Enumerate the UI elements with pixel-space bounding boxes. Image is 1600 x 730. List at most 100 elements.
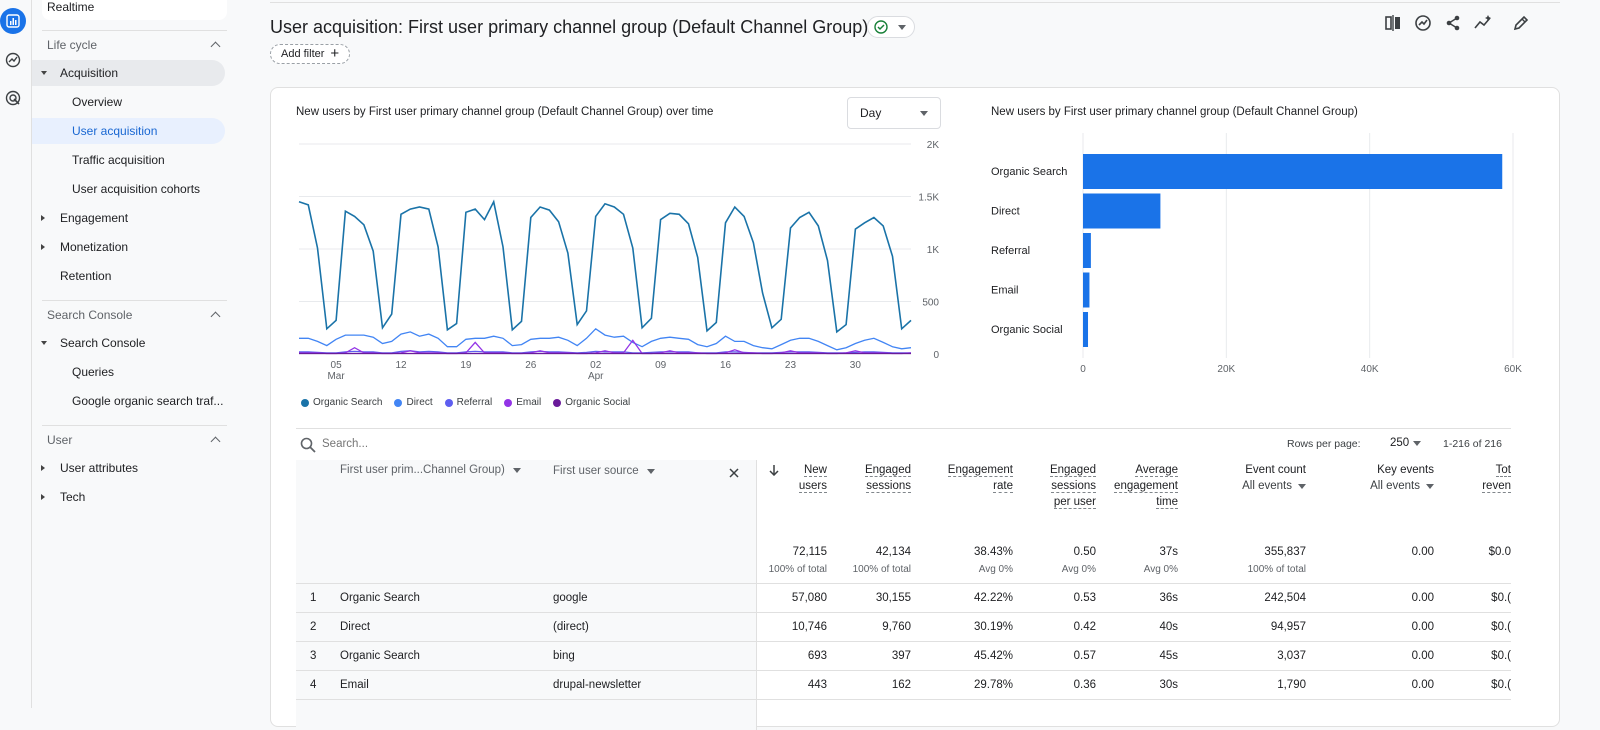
total-subtext: 100% of total (852, 564, 911, 575)
metric-cell: 0.42 (1073, 621, 1096, 633)
source-cell: drupal-newsletter (553, 679, 642, 691)
reports-icon[interactable] (0, 8, 26, 34)
metric-cell: 0.53 (1073, 592, 1096, 604)
legend-item[interactable]: Organic Search (301, 397, 382, 408)
dim1-header[interactable]: First user prim...Channel Group) (340, 464, 521, 476)
metric-column-header[interactable]: Key events All events (1370, 462, 1434, 494)
sidebar-item-acquisition[interactable]: Acquisition (32, 60, 225, 86)
metric-cell: 36s (1159, 592, 1178, 604)
series-line-referral[interactable] (299, 350, 911, 354)
source-cell: google (553, 592, 588, 604)
series-line-organic-search[interactable] (298, 199, 912, 334)
chevron-up-icon (210, 436, 221, 447)
metric-cell: 693 (807, 650, 827, 662)
legend-swatch (553, 398, 562, 407)
bar-organic-social[interactable] (1083, 312, 1089, 347)
metric-header-text: Tot (1495, 464, 1511, 477)
total-value: 38.43% (973, 546, 1013, 558)
bar-category-label: Referral (991, 245, 1030, 257)
sidebar-item-user-acquisition[interactable]: User acquisition (32, 118, 225, 144)
bar-referral[interactable] (1083, 233, 1091, 268)
bar-organic-search[interactable] (1083, 154, 1503, 189)
rows-per-page-select[interactable]: 250 (1390, 437, 1422, 449)
bar-direct[interactable] (1083, 193, 1161, 229)
chevron-up-icon (210, 41, 221, 52)
legend-item[interactable]: Referral (444, 397, 492, 408)
sidebar-item-label: User acquisition cohorts (72, 182, 201, 196)
dim2-header-label: First user source (553, 465, 639, 477)
legend-label: Direct (406, 397, 433, 408)
data-quality-status[interactable] (867, 16, 915, 38)
source-cell: bing (553, 650, 575, 662)
bar-chart: 0 20K 40K 60K Organic Search Direct Referral Em… (991, 133, 1522, 375)
table-row[interactable]: 3 Organic Search bing 693 397 45.42% 0.57 45s 3,… (296, 641, 1511, 670)
sidebar-item-search-console[interactable]: Search Console (32, 330, 225, 356)
sidebar-item-engagement[interactable]: Engagement (32, 205, 225, 231)
compare-icon[interactable] (1384, 14, 1402, 32)
granularity-select[interactable]: Day (847, 97, 941, 129)
section-lifecycle[interactable]: Life cycle (42, 30, 227, 58)
metric-column-header[interactable]: New users (798, 462, 827, 494)
total-subtext: Avg 0% (978, 564, 1013, 575)
explore-icon[interactable] (0, 47, 26, 73)
section-search-console[interactable]: Search Console (42, 300, 227, 328)
sidebar-item-realtime[interactable]: Realtime (42, 0, 227, 20)
sort-arrow-down-icon[interactable] (769, 464, 779, 476)
table-row[interactable]: 1 Organic Search google 57,080 30,155 42.22% 0… (296, 583, 1511, 612)
metric-header-text: engagement (1114, 480, 1178, 493)
metric-column-header[interactable]: Average engagement time (1114, 462, 1178, 510)
metric-header-text: sessions (866, 480, 911, 493)
advertising-icon[interactable] (0, 85, 26, 111)
sidebar-item-traffic-acquisition[interactable]: Traffic acquisition (32, 147, 225, 173)
metric-header-text: All events (1242, 480, 1292, 492)
table-row[interactable]: 4 Email drupal-newsletter 443 162 29.78% 0.36 3… (296, 670, 1511, 699)
add-filter-button[interactable]: Add filter + (270, 44, 351, 64)
sidebar-item-tech[interactable]: Tech (32, 484, 225, 510)
legend-item[interactable]: Direct (394, 397, 433, 408)
table-row[interactable] (296, 699, 1511, 728)
insights-icon[interactable] (1414, 14, 1432, 32)
remove-dimension-close-icon[interactable] (729, 468, 739, 478)
section-user[interactable]: User (42, 425, 227, 453)
data-table: First user prim...Channel Group) First u… (296, 460, 1511, 730)
share-icon[interactable] (1444, 14, 1462, 32)
bar-category-label: Direct (991, 206, 1020, 218)
rows-per-page-label: Rows per page: (1287, 438, 1361, 450)
caret-right-icon (41, 465, 45, 471)
metric-column-header[interactable]: Tot reven (1482, 462, 1511, 494)
metric-header-text: reven (1482, 480, 1511, 493)
dim2-header[interactable]: First user source (553, 465, 655, 477)
rows-per-page-value: 250 (1390, 437, 1410, 449)
sidebar-item-retention[interactable]: Retention (32, 263, 225, 289)
sidebar-item-label: Tech (60, 490, 86, 504)
series-line-direct[interactable] (299, 327, 912, 351)
legend-item[interactable]: Organic Social (553, 397, 630, 408)
sidebar-item-user-acquisition-cohorts[interactable]: User acquisition cohorts (32, 176, 225, 202)
x-tick-label: 40K (1361, 364, 1379, 375)
metric-header-text: Engaged (1049, 464, 1096, 477)
trend-sparkle-icon[interactable] (1474, 14, 1492, 32)
sidebar-item-queries[interactable]: Queries (32, 359, 225, 385)
caret-down-icon (41, 71, 47, 75)
total-value: 72,115 (792, 546, 827, 558)
total-subtext: 100% of total (768, 564, 827, 575)
table-search-input[interactable] (322, 435, 622, 453)
sidebar-item-monetization[interactable]: Monetization (32, 234, 225, 260)
table-row[interactable]: 2 Direct (direct) 10,746 9,760 30.19% 0.42 40s 9… (296, 612, 1511, 641)
legend-item[interactable]: Email (504, 397, 541, 408)
sidebar-item-google-organic[interactable]: Google organic search traf... (32, 388, 225, 414)
metric-column-header[interactable]: Engaged sessions (864, 462, 911, 494)
sidebar-item-user-attributes[interactable]: User attributes (32, 455, 225, 481)
metric-column-header[interactable]: Engagement rate (947, 462, 1013, 494)
metric-column-header[interactable]: Engaged sessions per user (1049, 462, 1096, 510)
bar-email[interactable] (1083, 272, 1090, 308)
metric-cell: 29.78% (973, 679, 1013, 691)
sidebar-item-overview[interactable]: Overview (32, 89, 225, 115)
source-cell: (direct) (553, 621, 589, 633)
metric-cell: 30.19% (973, 621, 1013, 633)
report-toolbar (1384, 14, 1530, 32)
sidebar-item-label: User acquisition (72, 124, 158, 138)
sidebar-item-label: Google organic search traf... (72, 394, 224, 408)
edit-pencil-icon[interactable] (1512, 14, 1530, 32)
metric-column-header[interactable]: Event count All events (1242, 462, 1306, 494)
